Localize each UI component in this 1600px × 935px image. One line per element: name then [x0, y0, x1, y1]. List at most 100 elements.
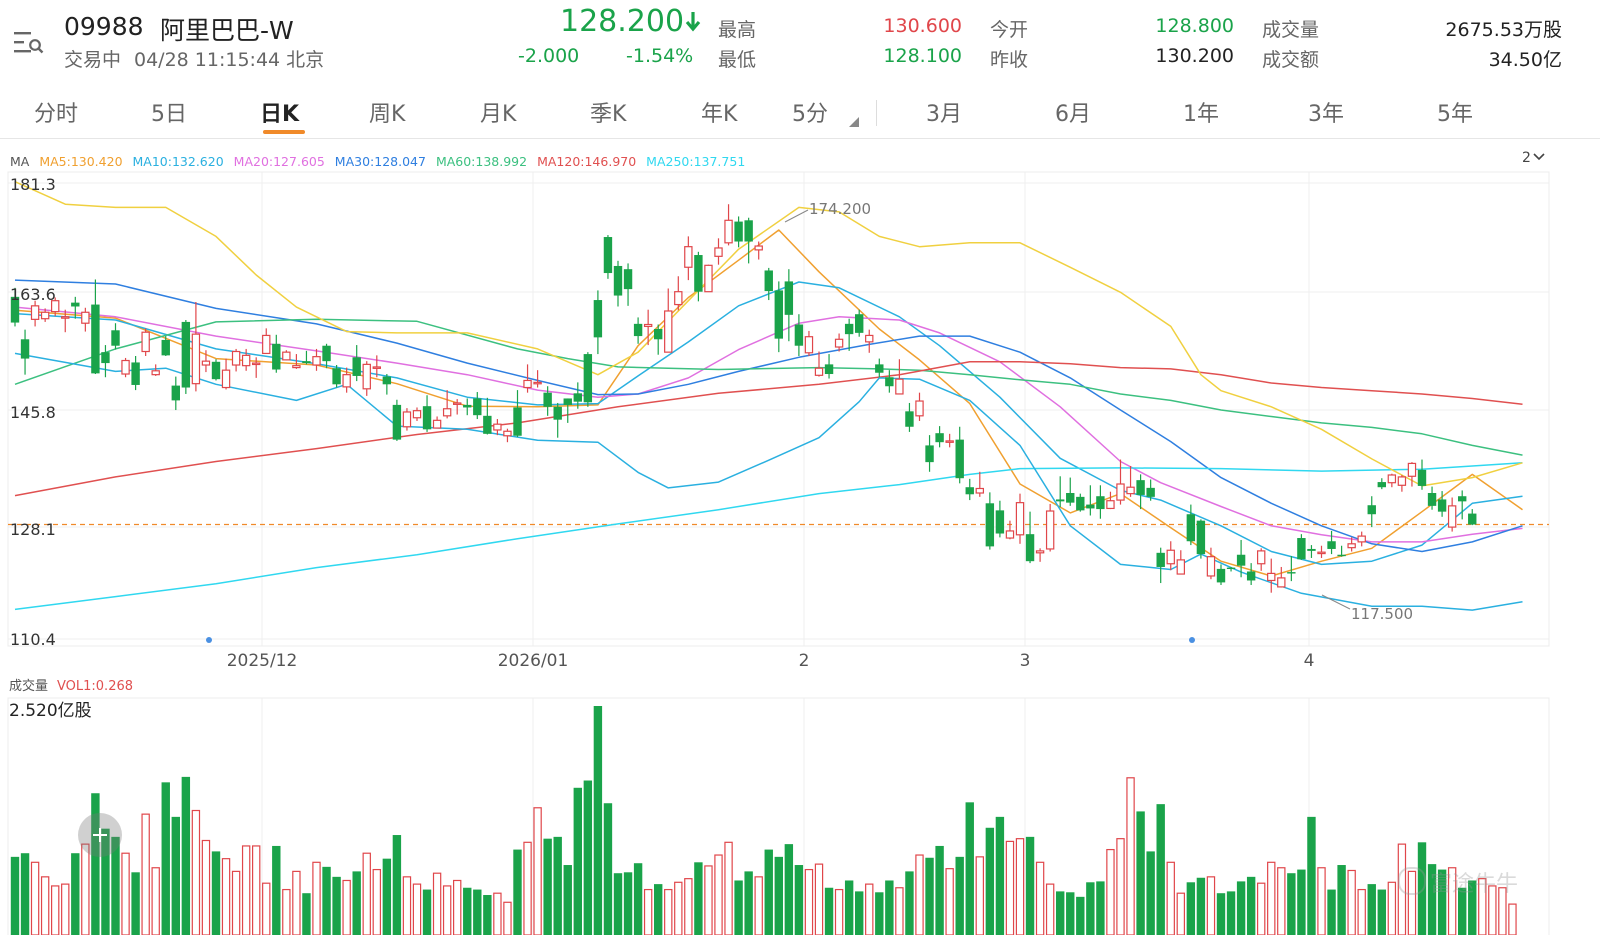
ma250-line — [14, 462, 1523, 611]
volume-bar — [50, 885, 60, 935]
volume-bar — [533, 807, 542, 935]
candle — [1206, 547, 1216, 580]
candle-body — [342, 374, 351, 388]
stat-label-high: 最高 — [718, 19, 757, 41]
tab-monthly-k[interactable]: 月K — [480, 102, 517, 127]
candle-body — [282, 351, 291, 361]
volume-bar — [844, 880, 854, 935]
candle — [241, 348, 251, 371]
candle — [543, 386, 552, 416]
volume-bar — [392, 835, 402, 935]
candle — [453, 399, 462, 415]
ma-toggle-button[interactable]: 2 — [1522, 150, 1545, 166]
menu-icon[interactable] — [14, 30, 44, 56]
candle — [1468, 509, 1477, 526]
tab-yearly-k[interactable]: 年K — [701, 102, 738, 127]
grid-lines — [7, 171, 1550, 935]
volume-bar — [1267, 861, 1276, 935]
ma10-line — [14, 281, 1523, 566]
corner-triangle-icon — [849, 117, 859, 127]
current-price: 128.200 — [560, 4, 701, 39]
axis-labels: 181.3 163.6 145.8 128.1 110.4 2025/12 20… — [9, 175, 1413, 721]
volume-bar — [623, 872, 633, 935]
volume-bar — [372, 868, 382, 935]
candle — [1287, 556, 1296, 582]
tab-5day[interactable]: 5日 — [151, 102, 187, 127]
volume-bar — [1447, 867, 1457, 935]
candle-body — [61, 316, 70, 319]
draw-tool-button[interactable] — [78, 813, 122, 857]
volume-bar — [1066, 892, 1075, 935]
volume-bar — [362, 852, 371, 935]
candle — [794, 314, 804, 357]
candle — [1116, 459, 1125, 505]
candle — [352, 345, 361, 382]
candle — [1106, 491, 1115, 510]
candle — [654, 324, 663, 355]
x-tick-label: 2026/01 — [498, 651, 569, 671]
tab-3month[interactable]: 3月 — [926, 102, 962, 127]
candle-body — [503, 430, 512, 437]
candle-body — [71, 302, 80, 307]
tab-5year[interactable]: 5年 — [1437, 102, 1473, 127]
candle — [744, 217, 753, 264]
tab-intraday[interactable]: 分时 — [34, 102, 79, 127]
volume-bar — [171, 816, 180, 935]
candle — [272, 334, 281, 373]
volume-bar — [1377, 889, 1386, 935]
event-marker[interactable] — [206, 637, 212, 643]
volume-bar — [764, 849, 773, 935]
volume-bar — [211, 851, 221, 935]
candle — [1146, 479, 1155, 501]
candle — [50, 297, 60, 317]
candle — [824, 354, 834, 379]
volume-bar — [1156, 804, 1165, 935]
candle — [1317, 545, 1326, 558]
volume-bar — [814, 863, 824, 935]
volume-bar — [824, 887, 834, 935]
y-tick-label: 181.3 — [10, 175, 56, 194]
tab-daily-k[interactable]: 日K — [260, 102, 300, 127]
candle-body — [493, 423, 502, 431]
candle-body — [10, 296, 20, 323]
candle-body — [523, 379, 532, 389]
candle — [211, 359, 221, 381]
candle — [483, 397, 492, 435]
stock-header: 09988 阿里巴巴-W 交易中 04/28 11:15:44 北京 128.2… — [0, 0, 1600, 84]
tab-6month[interactable]: 6月 — [1055, 102, 1091, 127]
tab-weekly-k[interactable]: 周K — [369, 102, 406, 127]
candle — [442, 390, 452, 419]
candle — [282, 350, 291, 361]
event-marker[interactable] — [1189, 637, 1195, 643]
candle — [382, 374, 392, 395]
volume-bar — [161, 782, 170, 935]
candle-body — [975, 487, 985, 494]
candle-body — [1277, 577, 1286, 588]
candle — [1156, 547, 1165, 584]
candle-body — [372, 366, 382, 369]
candle — [1066, 477, 1075, 506]
tab-3year[interactable]: 3年 — [1308, 102, 1344, 127]
candle-body — [905, 411, 914, 427]
tab-1year[interactable]: 1年 — [1183, 102, 1219, 127]
candle-body — [734, 221, 743, 242]
volume-bar — [1307, 816, 1316, 935]
volume-bar — [422, 889, 432, 935]
candle-body — [1035, 550, 1045, 554]
candle — [1357, 531, 1366, 547]
volume-bar — [834, 888, 844, 935]
candle-body — [1297, 538, 1306, 560]
candle-body — [151, 370, 160, 376]
volume-bar — [91, 793, 100, 935]
volume-bar — [975, 856, 985, 935]
ma120-label: MA120:146.970 — [537, 154, 637, 169]
candle-body — [724, 219, 733, 244]
tab-quarterly-k[interactable]: 季K — [590, 102, 627, 127]
candle — [593, 290, 603, 355]
candle-body — [1166, 549, 1175, 565]
volume-bar — [61, 883, 70, 935]
candle-body — [684, 246, 693, 268]
tab-5min[interactable]: 5分 — [792, 96, 859, 128]
stat-label-low: 最低 — [718, 49, 757, 71]
